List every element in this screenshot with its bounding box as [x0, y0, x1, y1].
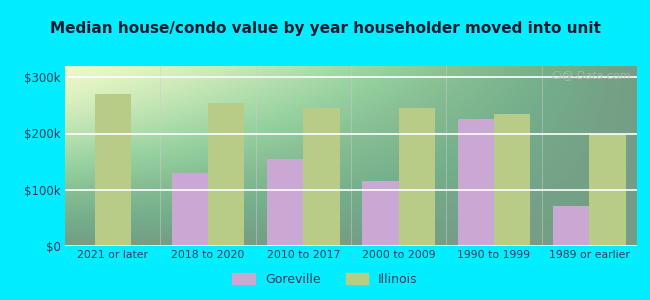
- Bar: [267, 159, 304, 246]
- Bar: [458, 119, 494, 246]
- Legend: Goreville, Illinois: Goreville, Illinois: [227, 268, 422, 291]
- Bar: [172, 173, 208, 246]
- Text: City-Data.com: City-Data.com: [552, 71, 631, 81]
- Bar: [304, 108, 339, 246]
- Text: ⓘ: ⓘ: [565, 71, 571, 81]
- Bar: [208, 103, 244, 246]
- Bar: [398, 108, 435, 246]
- Text: Median house/condo value by year householder moved into unit: Median house/condo value by year househo…: [49, 21, 601, 36]
- Bar: [590, 134, 625, 246]
- Bar: [94, 94, 131, 246]
- Bar: [494, 114, 530, 246]
- Bar: [553, 206, 590, 246]
- Bar: [363, 181, 398, 246]
